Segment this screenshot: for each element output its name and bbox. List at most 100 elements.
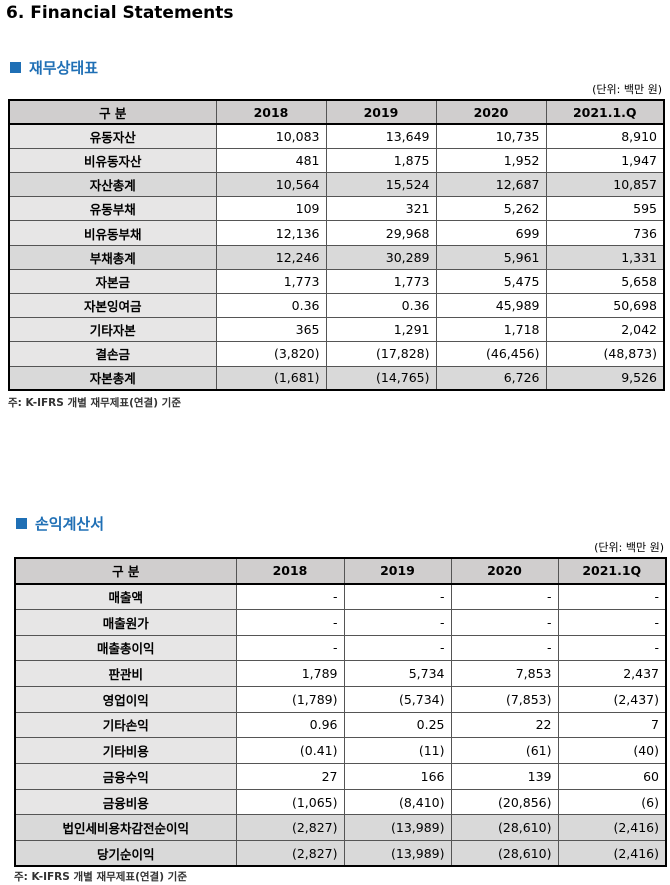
table-row: 자본총계 (1,681) (14,765) 6,726 9,526 (8, 365, 665, 391)
cell-value: (8,410) (343, 788, 452, 816)
cell-value: 10,564 (215, 172, 327, 198)
cell-value: 5,734 (343, 660, 452, 687)
table-row: 기타손익 0.96 0.25 22 7 (14, 711, 667, 739)
footnote: 주: K-IFRS 개별 재무제표(연결) 기준 (8, 397, 181, 409)
bullet-square (10, 62, 21, 73)
row-label: 유동부채 (8, 196, 217, 222)
cell-value: - (557, 583, 667, 610)
cell-value: (20,856) (450, 788, 559, 816)
table-row: 기타자본 365 1,291 1,718 2,042 (8, 317, 665, 343)
cell-value: - (450, 583, 559, 610)
cell-value: - (450, 634, 559, 662)
row-label: 자본잉여금 (8, 292, 217, 319)
table-row: 금융수익 27 166 139 60 (14, 763, 667, 790)
column-header: 구 분 (8, 99, 217, 126)
cell-value: 30,289 (325, 244, 437, 270)
column-header: 2018 (215, 99, 327, 126)
cell-value: (11) (343, 737, 452, 764)
data-table: 구 분 2018 2019 2020 2021.1Q 매출액 - - - - 매출원가 - - - - 매출총… (14, 557, 667, 868)
cell-value: 699 (435, 220, 547, 246)
section-heading: 손익계산서 (16, 513, 104, 534)
cell-value: - (343, 583, 452, 610)
cell-value: 1,952 (435, 147, 547, 174)
footnote: 주: K-IFRS 개별 재무제표(연결) 기준 (14, 871, 187, 883)
table-row: 비유동부채 12,136 29,968 699 736 (8, 220, 665, 246)
cell-value: 1,773 (325, 268, 437, 295)
cell-value: 0.36 (325, 292, 437, 319)
cell-value: (17,828) (325, 341, 437, 367)
cell-value: (61) (450, 737, 559, 764)
cell-value: 5,961 (435, 244, 547, 270)
cell-value: 7,853 (450, 660, 559, 687)
cell-value: (5,734) (343, 685, 452, 713)
cell-value: 5,658 (545, 268, 665, 295)
cell-value: (1,065) (235, 788, 345, 816)
row-label: 비유동부채 (8, 220, 217, 246)
row-label: 부채총계 (8, 244, 217, 270)
row-label: 매출원가 (14, 608, 237, 636)
cell-value: (13,989) (343, 814, 452, 842)
table-row: 매출액 - - - - (14, 583, 667, 610)
cell-value: (2,416) (557, 814, 667, 842)
cell-value: (6) (557, 788, 667, 816)
cell-value: (1,681) (215, 365, 327, 391)
cell-value: - (343, 608, 452, 636)
table-row: 자산총계 10,564 15,524 12,687 10,857 (8, 172, 665, 198)
cell-value: (28,610) (450, 814, 559, 842)
row-label: 기타자본 (8, 317, 217, 343)
row-label: 기타비용 (14, 737, 237, 764)
table-row: 결손금 (3,820) (17,828) (46,456) (48,873) (8, 341, 665, 367)
row-label: 금융비용 (14, 788, 237, 816)
cell-value: 7 (557, 711, 667, 739)
cell-value: (2,827) (235, 814, 345, 842)
table-row: 부채총계 12,246 30,289 5,961 1,331 (8, 244, 665, 270)
cell-value: 10,857 (545, 172, 665, 198)
row-label: 결손금 (8, 341, 217, 367)
table-row: 영업이익 (1,789) (5,734) (7,853) (2,437) (14, 685, 667, 713)
cell-value: 139 (450, 763, 559, 790)
cell-value: 5,262 (435, 196, 547, 222)
cell-value: (2,827) (235, 840, 345, 867)
table-row: 판관비 1,789 5,734 7,853 2,437 (14, 660, 667, 687)
cell-value: 50,698 (545, 292, 665, 319)
header-row: 구 분 2018 2019 2020 2021.1Q (14, 557, 667, 585)
table-row: 금융비용 (1,065) (8,410) (20,856) (6) (14, 788, 667, 816)
cell-value: 12,687 (435, 172, 547, 198)
table-row: 당기순이익 (2,827) (13,989) (28,610) (2,416) (14, 840, 667, 867)
cell-value: 2,042 (545, 317, 665, 343)
row-label: 유동자산 (8, 123, 217, 149)
cell-value: (28,610) (450, 840, 559, 867)
row-label: 매출액 (14, 583, 237, 610)
row-label: 금융수익 (14, 763, 237, 790)
cell-value: 2,437 (557, 660, 667, 687)
cell-value: 8,910 (545, 123, 665, 149)
cell-value: 22 (450, 711, 559, 739)
row-label: 비유동자산 (8, 147, 217, 174)
table-row: 자본잉여금 0.36 0.36 45,989 50,698 (8, 292, 665, 319)
cell-value: - (235, 608, 345, 636)
cell-value: 27 (235, 763, 345, 790)
section-heading: 재무상태표 (10, 57, 98, 78)
cell-value: 481 (215, 147, 327, 174)
cell-value: 321 (325, 196, 437, 222)
cell-value: - (343, 634, 452, 662)
cell-value: 0.25 (343, 711, 452, 739)
cell-value: 13,649 (325, 123, 437, 149)
cell-value: (3,820) (215, 341, 327, 367)
cell-value: 1,947 (545, 147, 665, 174)
cell-value: 29,968 (325, 220, 437, 246)
cell-value: (1,789) (235, 685, 345, 713)
cell-value: 12,136 (215, 220, 327, 246)
table-row: 비유동자산 481 1,875 1,952 1,947 (8, 147, 665, 174)
cell-value: (0.41) (235, 737, 345, 764)
unit-label: (단위: 백만 원) (594, 541, 664, 554)
cell-value: 1,789 (235, 660, 345, 687)
cell-value: 10,083 (215, 123, 327, 149)
row-label: 판관비 (14, 660, 237, 687)
cell-value: (13,989) (343, 840, 452, 867)
table-row: 기타비용 (0.41) (11) (61) (40) (14, 737, 667, 764)
cell-value: 1,291 (325, 317, 437, 343)
header-row: 구 분 2018 2019 2020 2021.1.Q (8, 99, 665, 126)
row-label: 자본금 (8, 268, 217, 295)
